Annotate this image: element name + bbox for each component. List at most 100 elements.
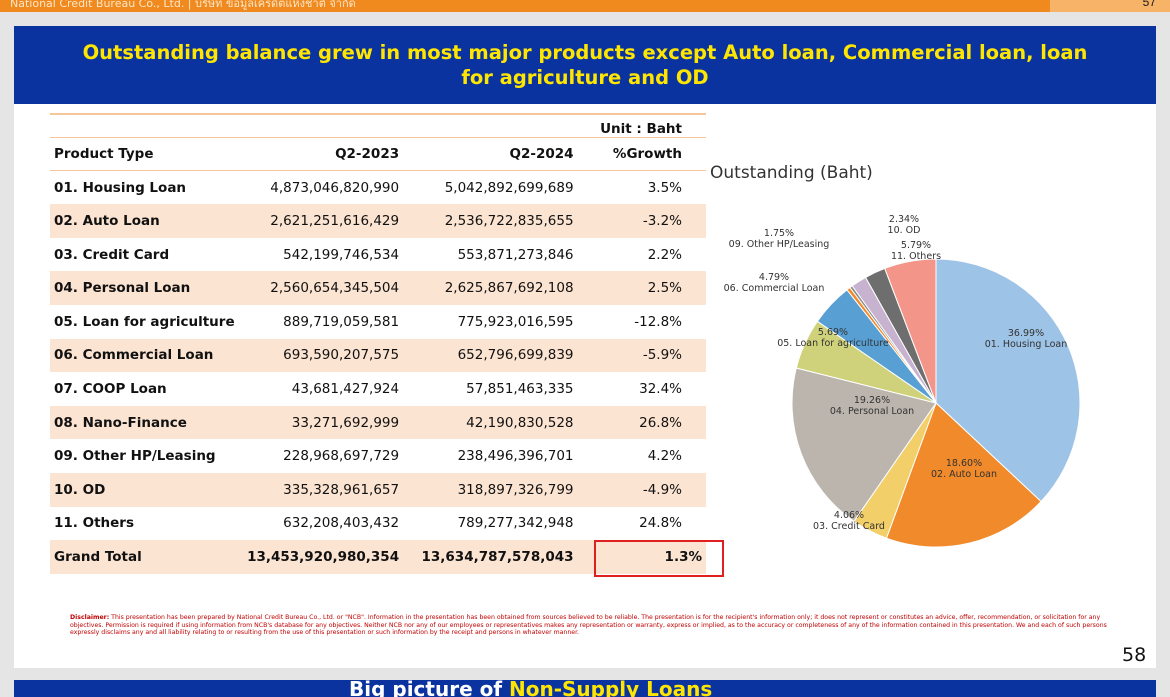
pie-label-name: 01. Housing Loan <box>985 339 1068 350</box>
value-q2-2023: 2,621,251,616,429 <box>270 212 400 229</box>
pie-label: 36.99% 01. Housing Loan <box>985 328 1068 350</box>
pie-label-pct: 5.69% <box>818 327 848 338</box>
pie-slice <box>864 267 937 404</box>
pie-slice <box>884 258 937 404</box>
pie-label-pct: 4.79% <box>759 272 789 283</box>
value-q2-2024: 789,277,342,948 <box>457 515 574 532</box>
pie-label: 5.69% 05. Loan for agriculture <box>777 327 889 349</box>
value-q2-2024: 2,625,867,692,108 <box>444 280 574 297</box>
disclaimer-label: Disclaimer: <box>70 614 110 621</box>
pie-label-pct: 19.26% <box>854 395 890 406</box>
pie-label-pct: 2.34% <box>889 214 919 225</box>
total-growth-value: 1.3% <box>664 548 702 565</box>
total-label: Grand Total <box>54 548 142 565</box>
col-growth: %Growth <box>612 145 682 162</box>
table-row: 02. Auto Loan 2,621,251,616,429 2,536,722,… <box>50 204 706 238</box>
pie-label-pct: 4.06% <box>834 510 864 521</box>
table-row: 05. Loan for agriculture 889,719,059,581 7… <box>50 305 706 339</box>
table-row: 11. Others 632,208,403,432 789,277,342,948… <box>50 507 706 541</box>
value-q2-2024: 775,923,016,595 <box>457 313 574 330</box>
pie-label-pct: 36.99% <box>1008 328 1044 339</box>
value-q2-2024: 42,190,830,528 <box>466 414 574 431</box>
pie-label-pct: 1.75% <box>764 228 794 239</box>
unit-row: Unit : Baht <box>50 115 706 137</box>
slide-title: Outstanding balance grew in most major p… <box>82 41 1088 89</box>
value-q2-2023: 889,719,059,581 <box>283 313 400 330</box>
grand-total-row: Grand Total 13,453,920,980,354 13,634,78… <box>50 540 724 577</box>
col-q2-2024: Q2-2024 <box>509 145 574 162</box>
slide-page-number: 58 <box>1122 644 1147 666</box>
pie-label-pct: 5.79% <box>901 240 931 251</box>
value-q2-2024: 553,871,273,846 <box>457 246 574 263</box>
pie-slice <box>816 289 937 404</box>
value-q2-2023: 33,271,692,999 <box>291 414 400 431</box>
pie-slice <box>846 286 937 404</box>
value-q2-2024: 318,897,326,799 <box>457 481 574 498</box>
disclaimer-text: This presentation has been prepared by N… <box>70 614 1107 636</box>
growth-value: 4.2% <box>647 448 682 465</box>
table-row: 09. Other HP/Leasing 228,968,697,729 238,4… <box>50 439 706 473</box>
pie-label: 5.79% 11. Others <box>891 240 941 262</box>
product-name: 07. COOP Loan <box>54 380 167 397</box>
pie-slice <box>849 285 937 404</box>
outstanding-table: Unit : Baht Product Type Q2-2023 Q2-2024… <box>50 115 724 577</box>
pie-label: 4.06% 03. Credit Card <box>813 510 885 532</box>
pie-label: 4.79% 06. Commercial Loan <box>724 272 825 294</box>
growth-value: 26.8% <box>639 414 682 431</box>
product-name: 04. Personal Loan <box>54 280 191 297</box>
product-name: 01. Housing Loan <box>54 179 187 196</box>
pie-slice <box>851 276 937 404</box>
value-q2-2024: 238,496,396,701 <box>457 448 574 465</box>
pie-label-name: 02. Auto Loan <box>931 469 997 480</box>
pie-label-name: 11. Others <box>891 251 941 262</box>
product-name: 09. Other HP/Leasing <box>54 448 216 465</box>
value-q2-2023: 2,560,654,345,504 <box>270 280 400 297</box>
product-name: 03. Credit Card <box>54 246 170 263</box>
pie-label: 19.26% 04. Personal Loan <box>830 395 914 417</box>
pie-label-name: 10. OD <box>888 225 921 236</box>
pie-slice <box>791 367 937 523</box>
outstanding-table-wrap: Unit : Baht Product Type Q2-2023 Q2-2024… <box>50 113 724 577</box>
value-q2-2023: 335,328,961,657 <box>283 481 400 498</box>
next-slide-title: Big picture of Non-Supply Loans <box>349 680 712 697</box>
table-row: 04. Personal Loan 2,560,654,345,504 2,625,… <box>50 271 706 305</box>
value-q2-2023: 4,873,046,820,990 <box>270 179 400 196</box>
product-name: 06. Commercial Loan <box>54 347 214 364</box>
product-name: 08. Nano-Finance <box>54 414 187 431</box>
total-growth: 1.3% <box>592 540 724 577</box>
title-banner: Outstanding balance grew in most major p… <box>14 26 1156 104</box>
pie-label-name: 05. Loan for agriculture <box>777 338 889 349</box>
total-q2-2023: 13,453,920,980,354 <box>247 548 400 565</box>
next-title-part2: Non-Supply Loans <box>509 680 713 697</box>
product-name: 02. Auto Loan <box>54 212 160 229</box>
pie-slice <box>885 402 1042 548</box>
col-product-type: Product Type <box>54 145 154 162</box>
header-page-number: 57 <box>1142 0 1156 9</box>
value-q2-2023: 542,199,746,534 <box>283 246 400 263</box>
growth-value: 2.2% <box>647 246 682 263</box>
product-name: 11. Others <box>54 515 135 532</box>
value-q2-2023: 43,681,427,924 <box>291 380 400 397</box>
col-q2-2023: Q2-2023 <box>335 145 400 162</box>
pie-slice <box>853 402 937 539</box>
pie-label: 1.75% 09. Other HP/Leasing <box>729 228 830 250</box>
table-row: 01. Housing Loan 4,873,046,820,990 5,042,8… <box>50 171 706 205</box>
disclaimer: Disclaimer: This presentation has been p… <box>70 614 1110 637</box>
table-row: 06. Commercial Loan 693,590,207,575 652,79… <box>50 338 706 373</box>
product-name: 10. OD <box>54 481 106 498</box>
unit-label: Unit : Baht <box>600 120 682 137</box>
table-row: 10. OD 335,328,961,657 318,897,326,799 -4.9… <box>50 472 706 507</box>
pie-label-pct: 18.60% <box>946 458 982 469</box>
table-body: 01. Housing Loan 4,873,046,820,990 5,042,8… <box>50 171 706 541</box>
slide: Outstanding balance grew in most major p… <box>14 26 1156 668</box>
value-q2-2024: 5,042,892,699,689 <box>444 179 574 196</box>
pie-label: 2.34% 10. OD <box>888 214 921 236</box>
table-top-rule <box>50 113 706 115</box>
value-q2-2023: 693,590,207,575 <box>283 347 400 364</box>
growth-value: -12.8% <box>634 313 682 330</box>
pie-label-name: 06. Commercial Loan <box>724 283 825 294</box>
growth-value: -5.9% <box>642 347 682 364</box>
pie-label-name: 09. Other HP/Leasing <box>729 239 830 250</box>
value-q2-2024: 57,851,463,335 <box>466 380 574 397</box>
table-row: 07. COOP Loan 43,681,427,924 57,851,463,33… <box>50 372 706 406</box>
